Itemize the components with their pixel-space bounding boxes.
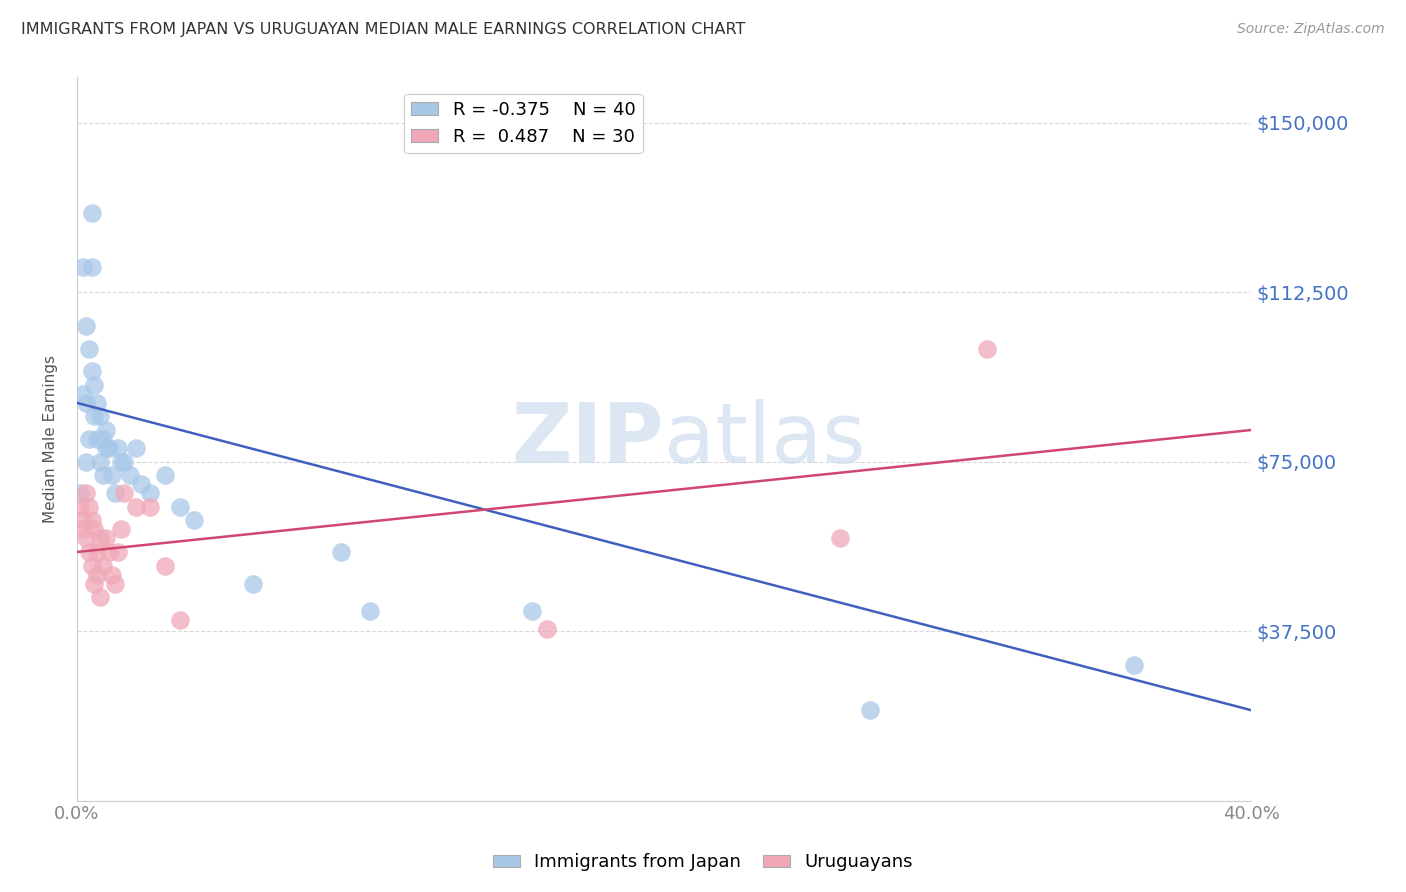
Point [124,500,146,514]
Point [91,468,114,483]
Legend: R = -0.375    N = 40, R =  0.487    N = 30: R = -0.375 N = 40, R = 0.487 N = 30 [404,94,643,153]
Point [69,500,91,514]
Point [77,545,100,559]
Point [80,513,103,527]
Point [104,486,127,500]
Point [89,591,111,605]
Text: ZIP: ZIP [512,399,664,480]
Point [83,576,105,591]
Point [110,523,132,537]
Point [101,468,124,483]
Point [77,500,100,514]
Point [104,576,127,591]
Point [75,455,97,469]
Point [77,342,100,356]
Point [80,558,103,573]
Text: atlas: atlas [664,399,866,480]
Point [80,364,103,378]
Point [89,455,111,469]
Point [131,477,153,491]
Point [91,558,114,573]
Text: IMMIGRANTS FROM JAPAN VS URUGUAYAN MEDIAN MALE EARNINGS CORRELATION CHART: IMMIGRANTS FROM JAPAN VS URUGUAYAN MEDIA… [21,22,745,37]
Point [520,604,543,618]
Point [1122,658,1144,673]
Point [86,396,108,410]
Point [75,319,97,334]
Point [75,486,97,500]
Point [830,532,852,546]
Point [139,500,162,514]
Point [112,486,135,500]
Point [101,567,124,582]
Point [86,432,108,446]
Point [98,545,121,559]
Y-axis label: Median Male Earnings: Median Male Earnings [44,355,58,523]
Point [169,500,191,514]
Point [153,468,176,483]
Point [330,545,353,559]
Point [77,432,100,446]
Point [183,513,205,527]
Point [83,409,105,424]
Point [242,576,264,591]
Point [96,532,118,546]
Point [124,441,146,455]
Point [72,523,94,537]
Point [360,604,382,618]
Point [89,409,111,424]
Point [69,486,91,500]
Point [110,455,132,469]
Point [118,468,141,483]
Point [83,523,105,537]
Legend: Immigrants from Japan, Uruguayans: Immigrants from Japan, Uruguayans [485,847,921,879]
Point [112,455,135,469]
Point [75,396,97,410]
Point [153,558,176,573]
Point [976,342,998,356]
Point [89,532,111,546]
Point [98,441,121,455]
Point [86,567,108,582]
Point [75,532,97,546]
Point [139,486,162,500]
Point [91,432,114,446]
Point [169,613,191,627]
Point [72,260,94,275]
Point [96,423,118,437]
Point [80,260,103,275]
Point [72,387,94,401]
Point [107,441,129,455]
Text: Source: ZipAtlas.com: Source: ZipAtlas.com [1237,22,1385,37]
Point [72,513,94,527]
Point [536,622,558,636]
Point [107,545,129,559]
Point [86,545,108,559]
Point [80,206,103,220]
Point [96,441,118,455]
Point [83,377,105,392]
Point [859,703,882,717]
